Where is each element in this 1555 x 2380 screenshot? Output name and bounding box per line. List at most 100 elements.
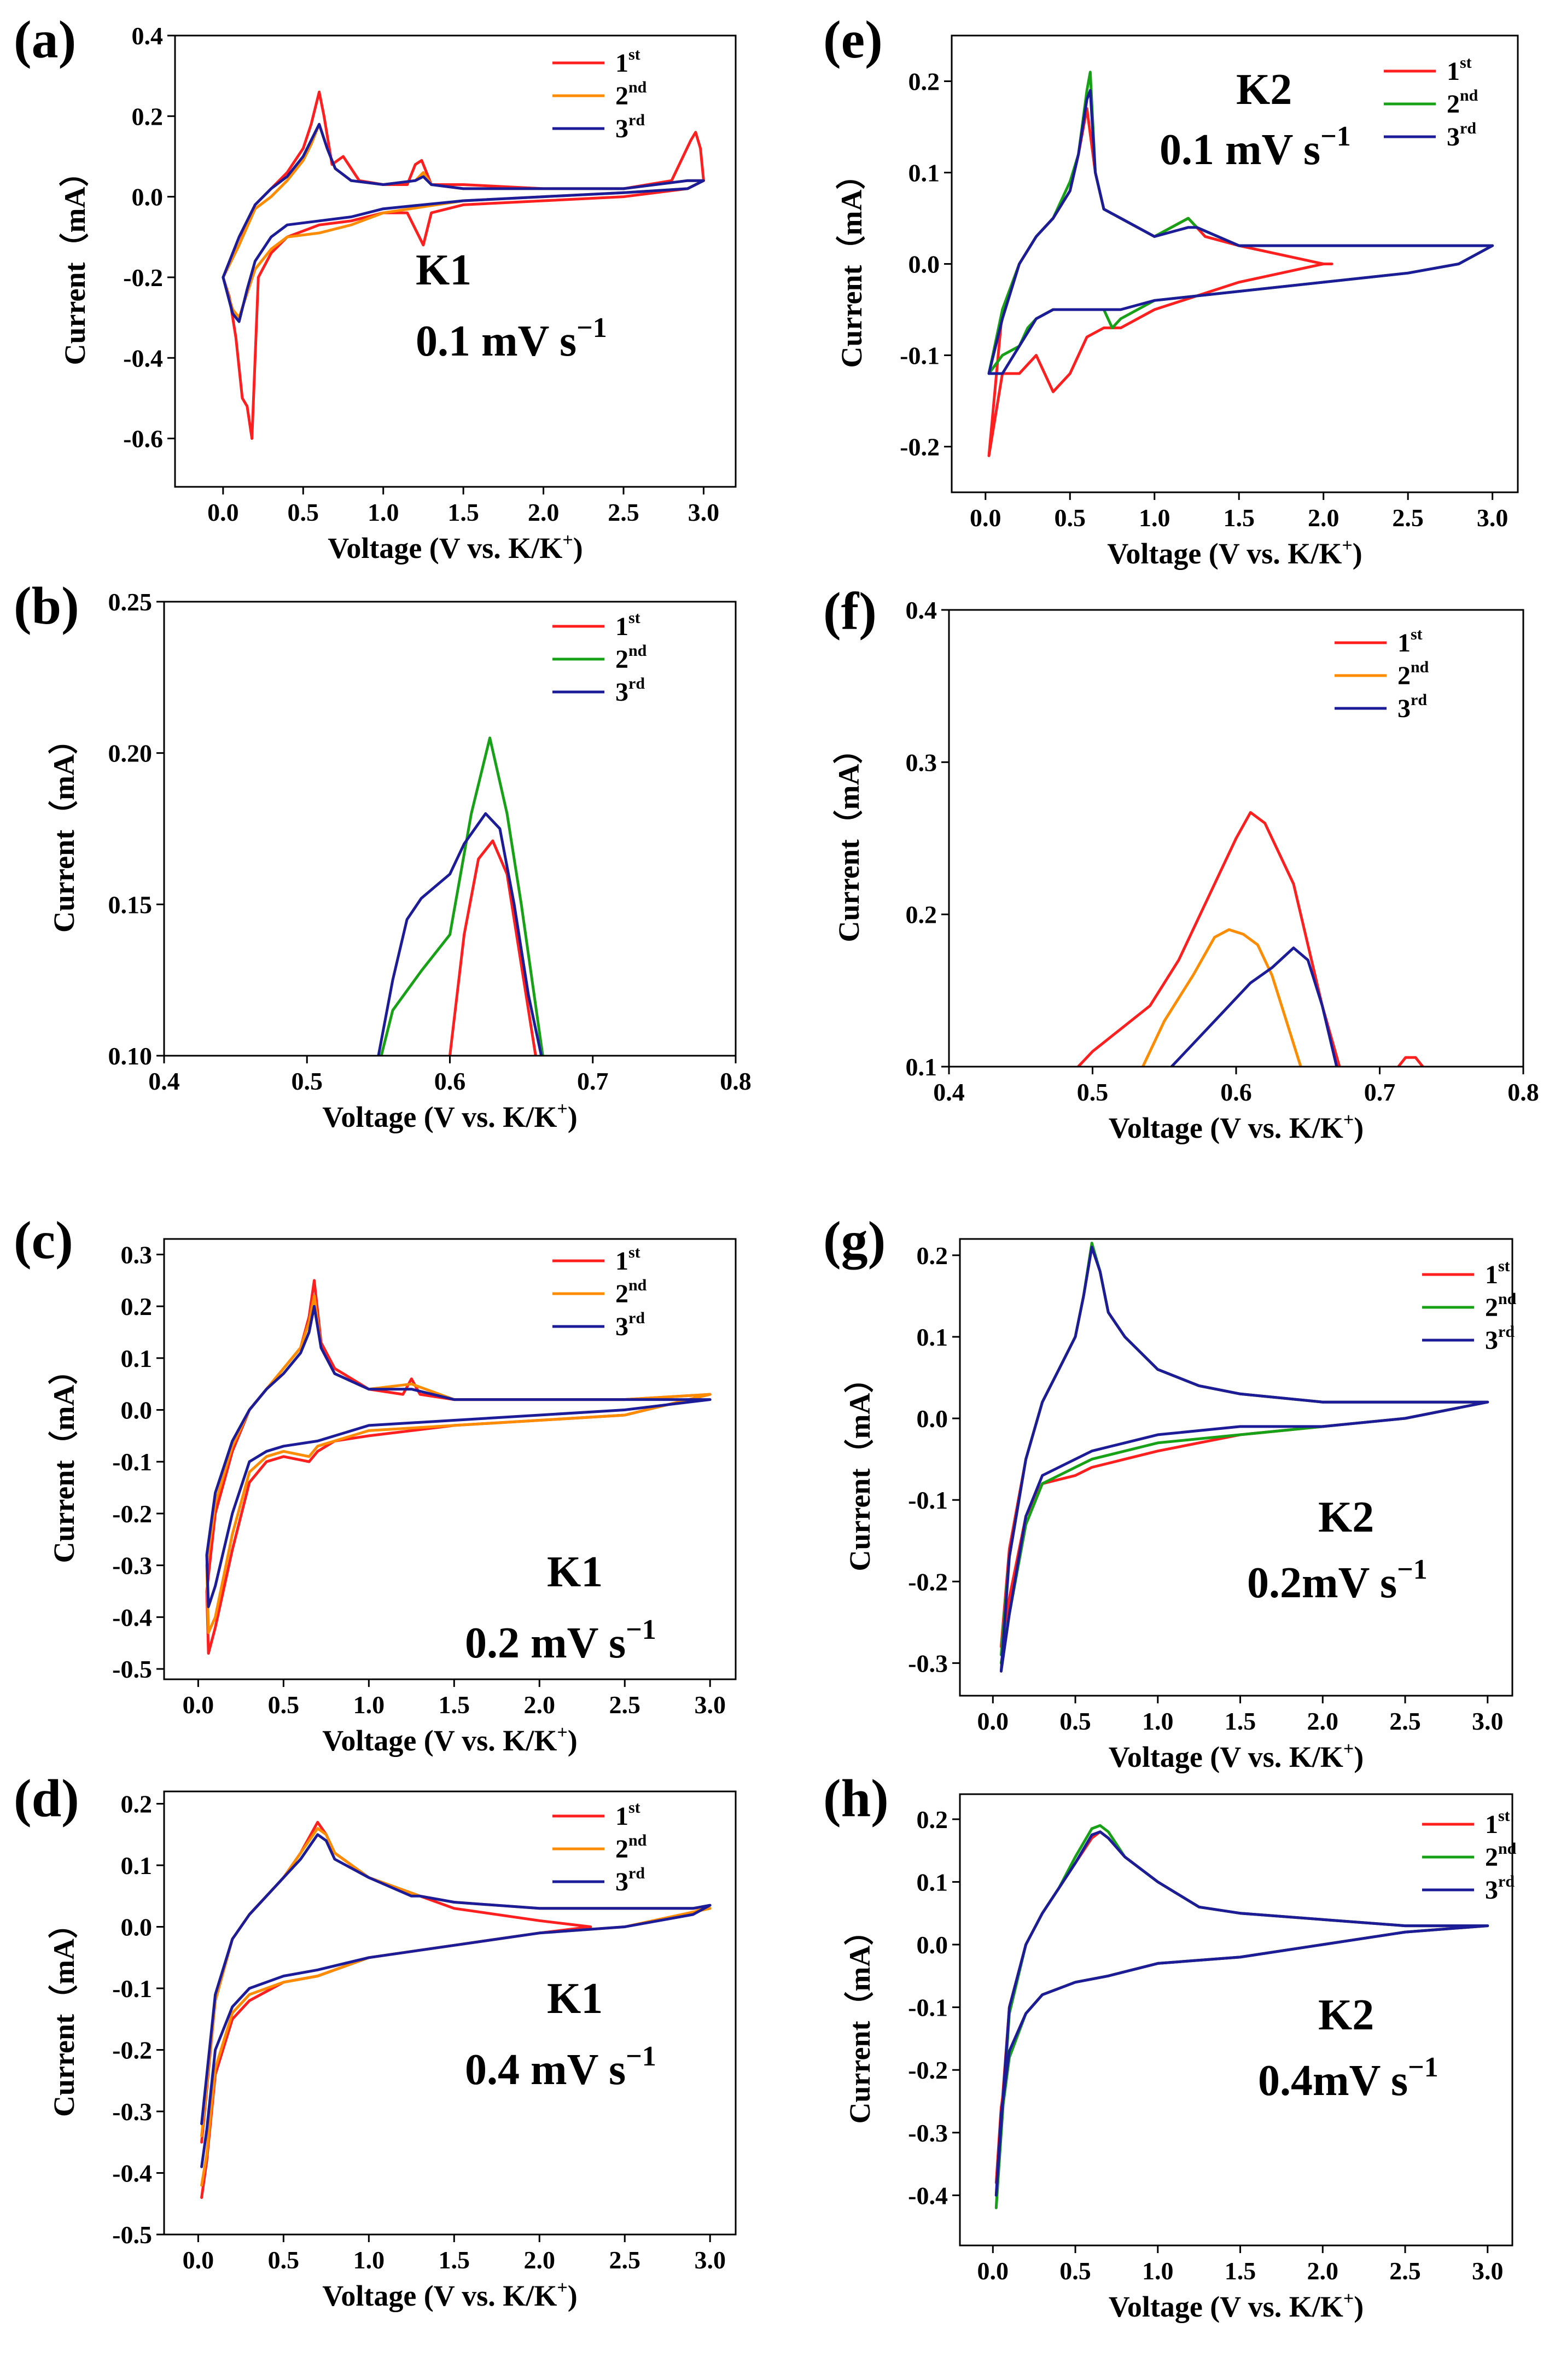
legend-entry: 2nd	[615, 1831, 647, 1864]
series-e-2	[987, 89, 1494, 375]
curves-c	[205, 1279, 712, 1655]
x-tick-label: 1.0	[1142, 1707, 1174, 1735]
series-f-3	[1170, 946, 1338, 1067]
legend-entry: 2nd	[1485, 1290, 1517, 1322]
y-tick-label: -0.2	[908, 2056, 948, 2084]
scan-rate-label: 0.2 mV s−1	[465, 1614, 656, 1667]
y-tick-label: 0.0	[917, 1931, 948, 1959]
x-tick-label: 0.0	[183, 1691, 214, 1719]
curves-e	[987, 71, 1494, 457]
x-tick-label: 2.5	[609, 2246, 640, 2274]
x-tick-label: 1.0	[353, 1691, 385, 1719]
y-tick-label: -0.3	[908, 1649, 948, 1677]
panel-d: 0.0 0.5 1.0 1.5 2.0 2.5 3.0 0.2 0.1 0.0 -0.1 -0.2 -0…	[14, 1769, 737, 2312]
y-tick-label: 0.2	[917, 1242, 948, 1270]
x-tick-label: 2.5	[608, 498, 639, 526]
x-axis-title: Voltage (V vs. K/K+)	[328, 530, 583, 565]
panel-c: 0.0 0.5 1.0 1.5 2.0 2.5 3.0 0.3 0.2 0.1 0.0 -0.1 -0.…	[14, 1211, 737, 1757]
legend-entry: 2nd	[615, 1276, 647, 1308]
series-c-2	[205, 1305, 712, 1608]
legend-entry: 3rd	[1485, 1872, 1515, 1905]
legend-entry: 1st	[1397, 625, 1423, 657]
scan-rate-label: 0.1 mV s−1	[416, 312, 607, 365]
y-tick-label: 0.0	[908, 251, 940, 278]
x-tick-label: 0.5	[1055, 504, 1086, 532]
panel-label: (h)	[823, 1769, 889, 1828]
y-tick-label: 0.20	[108, 740, 153, 767]
x-tick-label: 0.4	[933, 1078, 965, 1106]
legend-entry: 2nd	[615, 78, 647, 110]
panel-a: 0.0 0.5 1.0 1.5 2.0 2.5 3.0 0.4 0.2 0.0 -0.2 -0.4 -0…	[14, 10, 737, 565]
legend-entry: 3rd	[1397, 691, 1427, 723]
y-tick-label: 0.1	[906, 1053, 937, 1081]
x-tick-label: 0.0	[183, 2246, 214, 2274]
series-f-1	[1397, 1056, 1424, 1067]
x-tick-label: 0.5	[1059, 1707, 1091, 1735]
curves-a	[222, 90, 705, 440]
x-tick-label: 2.5	[609, 1691, 640, 1719]
x-tick-label: 0.5	[1077, 1078, 1109, 1106]
series-c-1	[205, 1294, 712, 1634]
x-axis-title: Voltage (V vs. K/K+)	[1109, 1110, 1364, 1144]
series-h-1	[994, 1824, 1489, 2209]
legend-entry: 2nd	[1485, 1840, 1517, 1872]
legend-entry: 2nd	[1447, 86, 1478, 119]
x-tick-label: 2.0	[528, 498, 560, 526]
x-tick-label: 2.0	[524, 2246, 556, 2274]
panel-e: 0.0 0.5 1.0 1.5 2.0 2.5 3.0 0.2 0.1 0.0 -0.1 -0.2 Vo…	[823, 10, 1519, 570]
x-tick-label: 2.0	[1307, 2257, 1339, 2285]
x-tick-label: 1.5	[1225, 1707, 1256, 1735]
panel-label: (f)	[823, 582, 877, 641]
panel-label: (d)	[14, 1769, 79, 1828]
y-tick-label: -0.1	[908, 1486, 948, 1514]
y-tick-label: 0.3	[906, 748, 937, 776]
plot-frame-d	[163, 1790, 737, 2236]
y-tick-label: 0.0	[121, 1396, 153, 1424]
y-tick-label: 0.1	[917, 1323, 948, 1351]
x-tick-label: 1.0	[1139, 504, 1170, 532]
panel-label: (b)	[14, 577, 79, 636]
y-tick-label: 0.1	[121, 1345, 153, 1372]
legend-entry: 3rd	[1447, 119, 1476, 152]
legend-entry: 1st	[615, 1243, 640, 1276]
series-e-1	[987, 71, 1494, 375]
y-tick-label: -0.6	[123, 425, 163, 453]
x-tick-label: 2.0	[1308, 504, 1339, 532]
x-tick-label: 0.5	[288, 498, 319, 526]
series-d-2	[200, 1833, 712, 2168]
y-tick-label: -0.2	[900, 433, 940, 461]
x-tick-label: 3.0	[694, 2246, 726, 2274]
scan-rate-label: 0.4mV s−1	[1258, 2052, 1438, 2105]
legend-entry: 3rd	[1485, 1323, 1515, 1355]
y-tick-label: -0.1	[112, 1975, 152, 2003]
y-axis-title: Current（mA）	[59, 158, 91, 365]
y-tick-label: 0.2	[121, 1790, 153, 1818]
x-axis-title: Voltage (V vs. K/K+)	[1109, 1739, 1364, 1773]
x-tick-label: 0.5	[1059, 2257, 1091, 2285]
y-tick-label: 0.4	[132, 22, 164, 50]
y-tick-label: 0.2	[132, 102, 164, 130]
sample-label: K2	[1318, 1493, 1374, 1541]
y-tick-label: 0.10	[108, 1042, 153, 1070]
x-tick-label: 0.5	[292, 1067, 323, 1095]
panel-label: (e)	[823, 10, 883, 69]
sample-label: K2	[1318, 1991, 1374, 2039]
legend-entry: 1st	[1447, 54, 1472, 86]
legend-entry: 1st	[615, 1799, 640, 1831]
y-tick-label: -0.2	[112, 2036, 152, 2064]
x-tick-label: 1.5	[447, 498, 479, 526]
series-b-2	[377, 812, 543, 1056]
x-tick-label: 1.5	[1223, 504, 1255, 532]
scan-rate-label: 0.1 mV s−1	[1160, 121, 1351, 174]
y-tick-label: 0.1	[908, 159, 940, 187]
panel-label: (g)	[823, 1211, 886, 1270]
legend-entry: 3rd	[615, 1864, 645, 1896]
y-tick-label: 0.4	[906, 596, 937, 624]
x-tick-label: 3.0	[1477, 504, 1509, 532]
y-tick-label: -0.2	[112, 1500, 152, 1528]
